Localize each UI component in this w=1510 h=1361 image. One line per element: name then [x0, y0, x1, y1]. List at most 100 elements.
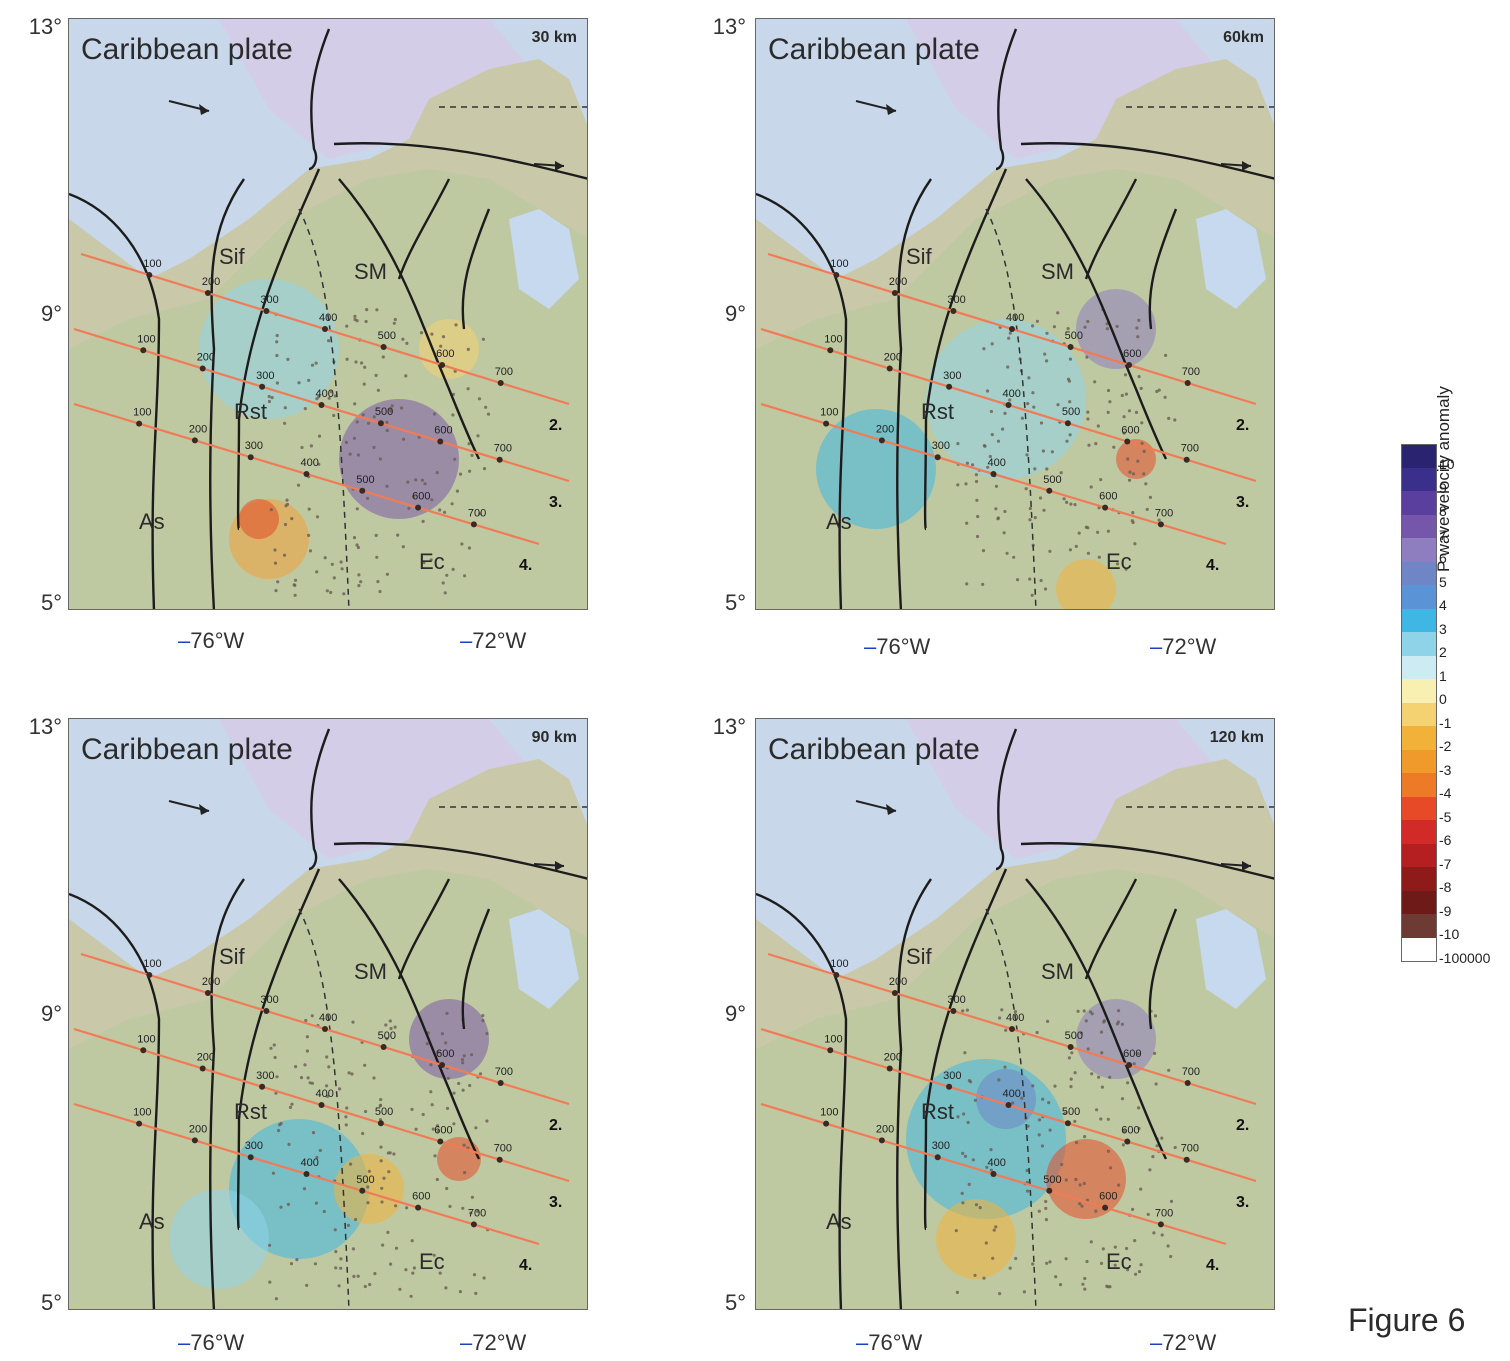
- region-label-as: As: [139, 1209, 165, 1234]
- region-label-sif: Sif: [219, 944, 245, 969]
- profile-mark-label: 600: [412, 491, 430, 503]
- legend-swatch: [1401, 843, 1437, 867]
- profile-mark-label: 700: [1182, 1066, 1200, 1078]
- y-tick-13-p3: 13°: [28, 714, 62, 739]
- region-label-sm: SM: [354, 959, 387, 984]
- map-canvas: 100 200 300 400 500 600 700 2. 100 200 300 400 500 60…: [69, 719, 587, 1309]
- profile-mark-label: 300: [256, 370, 274, 382]
- legend-value: 10: [1439, 456, 1455, 472]
- profile-mark-label: 200: [876, 1123, 894, 1135]
- panel-depth: 60km: [1223, 29, 1264, 46]
- legend-value: -8: [1439, 879, 1452, 895]
- legend-swatch: [1401, 585, 1437, 609]
- region-label-rst: Rst: [921, 399, 954, 424]
- profile-mark-label: 700: [1181, 1143, 1199, 1155]
- profile-mark-label: 300: [256, 1070, 274, 1082]
- panel-depth: 120 km: [1209, 729, 1264, 746]
- legend-swatch: [1401, 749, 1437, 773]
- profile-mark-label: 500: [356, 474, 374, 486]
- legend-swatch: [1401, 514, 1437, 538]
- profile-mark-label: 700: [494, 1143, 512, 1155]
- region-label-rst: Rst: [921, 1099, 954, 1124]
- map-panel-2: 100 200 300 400 500 600 700 2. 100 200 300 400 500 60…: [755, 18, 1275, 610]
- profile-mark-label: 100: [137, 1033, 155, 1045]
- region-label-rst: Rst: [234, 399, 267, 424]
- profile-mark-label: 600: [436, 348, 454, 360]
- profile-mark-label: 100: [820, 407, 838, 419]
- legend-swatch: [1401, 890, 1437, 914]
- region-label-ec: Ec: [419, 1249, 445, 1274]
- profile-mark-label: 300: [943, 1070, 961, 1082]
- profile-mark-label: 200: [202, 276, 220, 288]
- region-label-ec: Ec: [1106, 549, 1132, 574]
- region-label-sm: SM: [1041, 259, 1074, 284]
- legend-value: -10: [1439, 926, 1460, 942]
- region-label-sm: SM: [1041, 959, 1074, 984]
- profile-mark-label: 700: [468, 507, 486, 519]
- x-tick-72w-p3: –72°W: [460, 1330, 527, 1355]
- profile-mark-label: 500: [1065, 1030, 1083, 1042]
- legend-swatch: [1401, 796, 1437, 820]
- profile-mark-label: 200: [884, 352, 902, 364]
- legend-value: -100000: [1439, 949, 1491, 966]
- profile-id-label: 2.: [1236, 417, 1249, 434]
- profile-mark-label: 700: [1155, 1207, 1173, 1219]
- region-label-ec: Ec: [1106, 1249, 1132, 1274]
- profile-mark-label: 100: [830, 958, 848, 970]
- legend-value: -6: [1439, 832, 1452, 848]
- y-tick-13-p4: 13°: [712, 714, 746, 739]
- profile-id-label: 3.: [1236, 1194, 1249, 1211]
- profile-mark-label: 100: [820, 1107, 838, 1119]
- legend-swatch: [1401, 679, 1437, 703]
- profile-mark-label: 700: [495, 366, 513, 378]
- legend-value: -9: [1439, 902, 1452, 919]
- y-tick-13-p1: 13°: [28, 14, 62, 39]
- legend-swatch: [1401, 491, 1437, 515]
- legend-swatch: [1401, 702, 1437, 726]
- profile-mark-label: 400: [1006, 312, 1024, 324]
- legend-value: -4: [1439, 785, 1452, 801]
- profile-mark-label: 200: [889, 976, 907, 988]
- legend-value: 1: [1439, 667, 1447, 684]
- profile-mark-label: 300: [943, 370, 961, 382]
- legend-swatch: [1401, 655, 1437, 679]
- panel-title: Caribbean plate: [81, 733, 293, 766]
- profile-mark-label: 400: [988, 457, 1006, 469]
- profile-mark-label: 100: [143, 258, 161, 270]
- map-panel-1: 100 200 300 400 500 600 700 2. 100 200 300 400 500 60…: [68, 18, 588, 610]
- profile-mark-label: 500: [1043, 474, 1061, 486]
- profile-mark-label: 200: [876, 423, 894, 435]
- profile-mark-label: 200: [202, 976, 220, 988]
- profile-mark-label: 100: [824, 333, 842, 345]
- profile-mark-label: 100: [824, 1033, 842, 1045]
- profile-mark-label: 400: [319, 312, 337, 324]
- x-tick-76w-p1: –76°W: [178, 628, 245, 653]
- profile-id-label: 2.: [549, 1117, 562, 1134]
- map-canvas: 100 200 300 400 500 600 700 2. 100 200 300 400 500 60…: [756, 19, 1274, 609]
- profile-mark-label: 700: [1182, 366, 1200, 378]
- profile-mark-label: 500: [378, 1030, 396, 1042]
- legend-swatch: [1401, 561, 1437, 585]
- region-label-sif: Sif: [906, 244, 932, 269]
- profile-mark-label: 400: [301, 1157, 319, 1169]
- profile-id-label: 4.: [519, 1257, 532, 1274]
- region-label-rst: Rst: [234, 1099, 267, 1124]
- legend-swatch: [1401, 608, 1437, 632]
- legend-swatch: [1401, 867, 1437, 891]
- y-tick-5-p2: 5°: [724, 590, 746, 615]
- map-panel-4: 100 200 300 400 500 600 700 2. 100 200 300 400 500 60…: [755, 718, 1275, 1310]
- profile-mark-label: 100: [137, 333, 155, 345]
- profile-mark-label: 700: [494, 443, 512, 455]
- profile-mark-label: 200: [889, 276, 907, 288]
- legend-swatch: [1401, 538, 1437, 562]
- y-tick-5-p4: 5°: [724, 1290, 746, 1315]
- profile-mark-label: 500: [1062, 1106, 1080, 1118]
- y-tick-9-p2: 9°: [724, 301, 746, 326]
- profile-mark-label: 600: [412, 1191, 430, 1203]
- profile-mark-label: 600: [434, 425, 452, 437]
- profile-mark-label: 400: [1006, 1012, 1024, 1024]
- map-canvas: 100 200 300 400 500 600 700 2. 100 200 300 400 500 60…: [69, 19, 587, 609]
- legend-value: 4: [1439, 597, 1447, 613]
- legend-value: 8: [1439, 503, 1447, 519]
- profile-mark-label: 200: [884, 1052, 902, 1064]
